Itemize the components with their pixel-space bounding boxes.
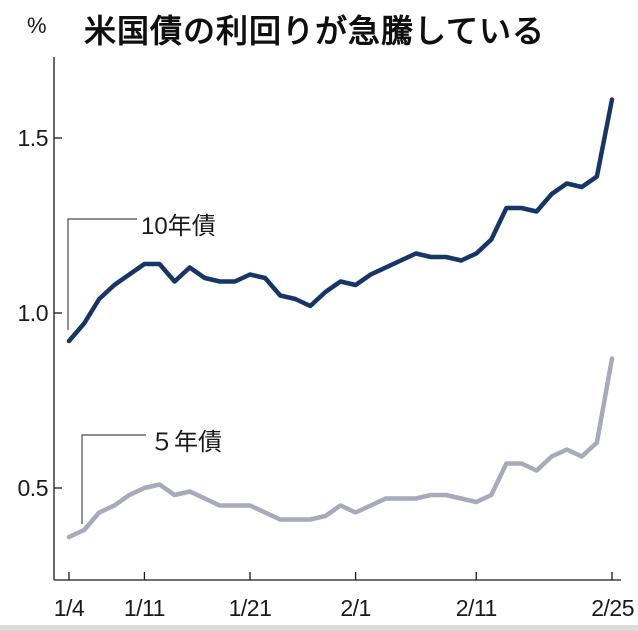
- line-10-year-bond: [66, 97, 615, 344]
- y-axis-tick-label: 1.5: [18, 125, 48, 151]
- series-label-5-year-bond: ５年債: [150, 429, 222, 456]
- callout-line-5-year-bond: [81, 434, 146, 524]
- bottom-divider: [0, 625, 638, 631]
- series-label-10-year-bond: 10年債: [141, 213, 216, 240]
- x-axis-tick-label: 2/25: [591, 595, 634, 621]
- x-axis-tick-label: 2/11: [456, 595, 497, 621]
- x-axis-tick-label: 1/4: [54, 595, 85, 621]
- callout-line-10-year-bond: [67, 218, 137, 330]
- x-axis-tick-label: 1/11: [124, 595, 165, 621]
- x-axis-tick-label: 2/1: [340, 595, 370, 621]
- y-axis-tick-label: 1.0: [18, 300, 48, 326]
- y-axis-unit-label: %: [27, 13, 47, 38]
- y-axis-tick-label: 0.5: [18, 475, 48, 501]
- x-axis-tick-label: 1/21: [229, 595, 272, 621]
- line-5-year-bond: [66, 356, 615, 540]
- chart-title: 米国債の利回りが急騰している: [84, 13, 546, 49]
